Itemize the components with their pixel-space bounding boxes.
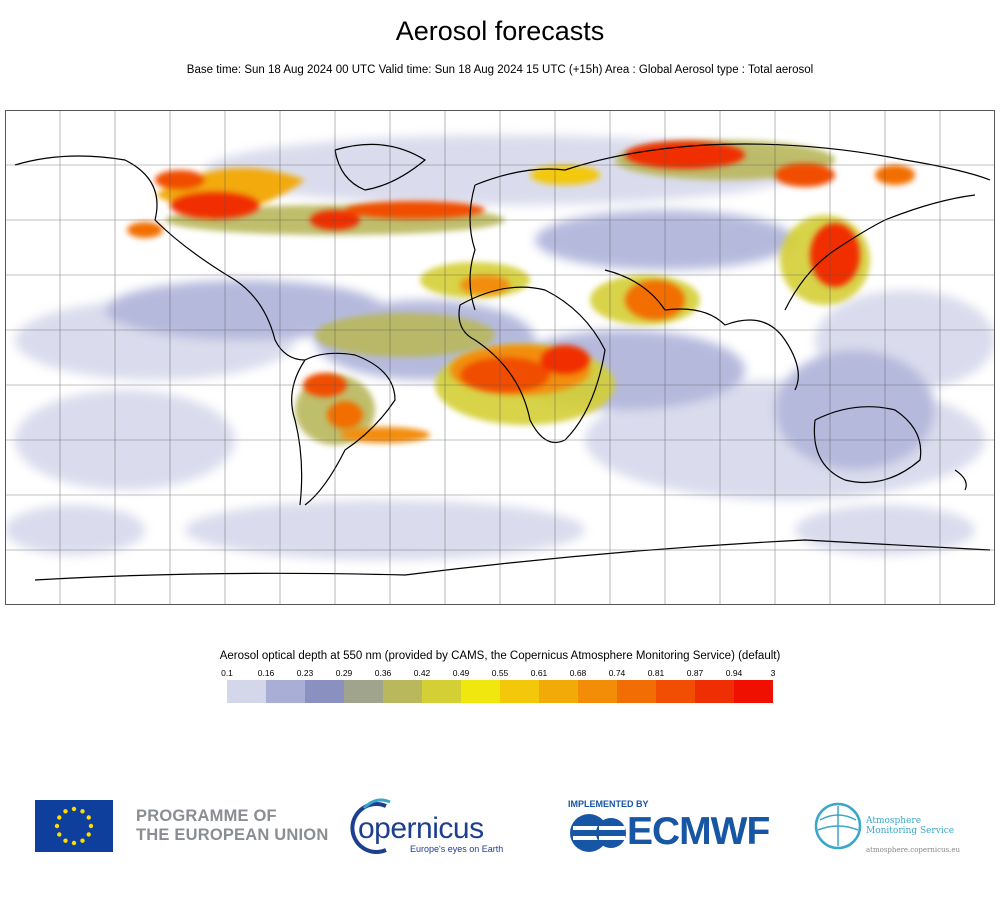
legend-tick-label: 0.87 — [686, 668, 704, 678]
legend-tick-label: 0.68 — [569, 668, 587, 678]
forecast-info: Base time: Sun 18 Aug 2024 00 UTC Valid … — [186, 64, 814, 76]
color-swatch-5 — [422, 680, 461, 703]
color-swatch-12 — [695, 680, 734, 703]
legend-ticks: 0.1 0.16 0.23 0.29 0.36 0.42 0.49 0.55 0.61 0.68 0… — [221, 668, 776, 680]
eu-star-icon — [57, 815, 62, 820]
atmosphere-globe-icon — [814, 802, 862, 850]
copernicus-logo-text: opernicus — [358, 812, 484, 845]
color-swatch-6 — [461, 680, 500, 703]
ams-text: Atmosphere Monitoring Service — [866, 816, 954, 836]
legend-tick-label: 0.29 — [335, 668, 353, 678]
color-swatch-0 — [227, 680, 266, 703]
eu-star-icon — [86, 815, 91, 820]
eu-programme-text: PROGRAMME OF THE EUROPEAN UNION — [136, 807, 328, 845]
legend-tick-label: 0.23 — [296, 668, 314, 678]
world-map — [5, 110, 995, 605]
eu-star-icon — [63, 838, 68, 843]
eu-star-icon — [54, 823, 60, 829]
color-swatch-2 — [305, 680, 344, 703]
eu-star-icon — [80, 838, 85, 843]
color-swatch-8 — [539, 680, 578, 703]
legend-tick-label: 0.61 — [530, 668, 548, 678]
ams-line-1: Atmosphere — [866, 816, 922, 826]
ecmwf-symbol-icon — [570, 814, 626, 852]
map-frame — [5, 110, 995, 605]
ecmwf-logo-text: ECMWF — [627, 810, 770, 853]
color-swatch-10 — [617, 680, 656, 703]
color-swatch-11 — [656, 680, 695, 703]
legend-tick-label: 0.81 — [647, 668, 665, 678]
legend-tick-label: 0.16 — [257, 668, 275, 678]
eu-star-icon — [71, 840, 77, 846]
copernicus-tagline: Europe's eyes on Earth — [410, 844, 504, 854]
eu-star-icon — [86, 832, 91, 837]
color-swatch-1 — [266, 680, 305, 703]
legend-tick-label: 0.49 — [452, 668, 470, 678]
eu-line-2: THE EUROPEAN UNION — [136, 826, 329, 844]
legend-title: Aerosol optical depth at 550 nm (provide… — [219, 650, 781, 662]
ams-line-2: Monitoring Service — [866, 826, 955, 836]
color-swatch-4 — [383, 680, 422, 703]
color-swatch-3 — [344, 680, 383, 703]
legend-tick-label: 0.94 — [725, 668, 743, 678]
color-swatch-13 — [734, 680, 773, 703]
legend-tick-label: 3 — [770, 668, 776, 678]
color-swatch-7 — [500, 680, 539, 703]
eu-star-icon — [63, 809, 68, 814]
eu-star-icon — [71, 806, 77, 812]
eu-flag-logo — [35, 800, 113, 852]
legend-tick-label: 0.42 — [413, 668, 431, 678]
graticule — [5, 110, 995, 605]
eu-star-icon — [57, 832, 62, 837]
legend-tick-label: 0.55 — [491, 668, 509, 678]
eu-line-1: PROGRAMME OF — [136, 807, 277, 825]
legend-tick-label: 0.1 — [221, 668, 233, 678]
implemented-by: IMPLEMENTED BY — [568, 799, 649, 809]
eu-stars — [54, 806, 94, 846]
color-swatch-9 — [578, 680, 617, 703]
ams-url: atmosphere.copernicus.eu — [866, 846, 961, 854]
eu-star-icon — [80, 809, 85, 814]
legend-tick-label: 0.36 — [374, 668, 392, 678]
color-bar — [227, 680, 773, 703]
coastlines — [14, 143, 991, 581]
legend-tick-label: 0.74 — [608, 668, 626, 678]
eu-star-icon — [88, 823, 94, 829]
copernicus-c-icon — [350, 798, 391, 854]
page-title: Aerosol forecasts — [395, 16, 605, 46]
